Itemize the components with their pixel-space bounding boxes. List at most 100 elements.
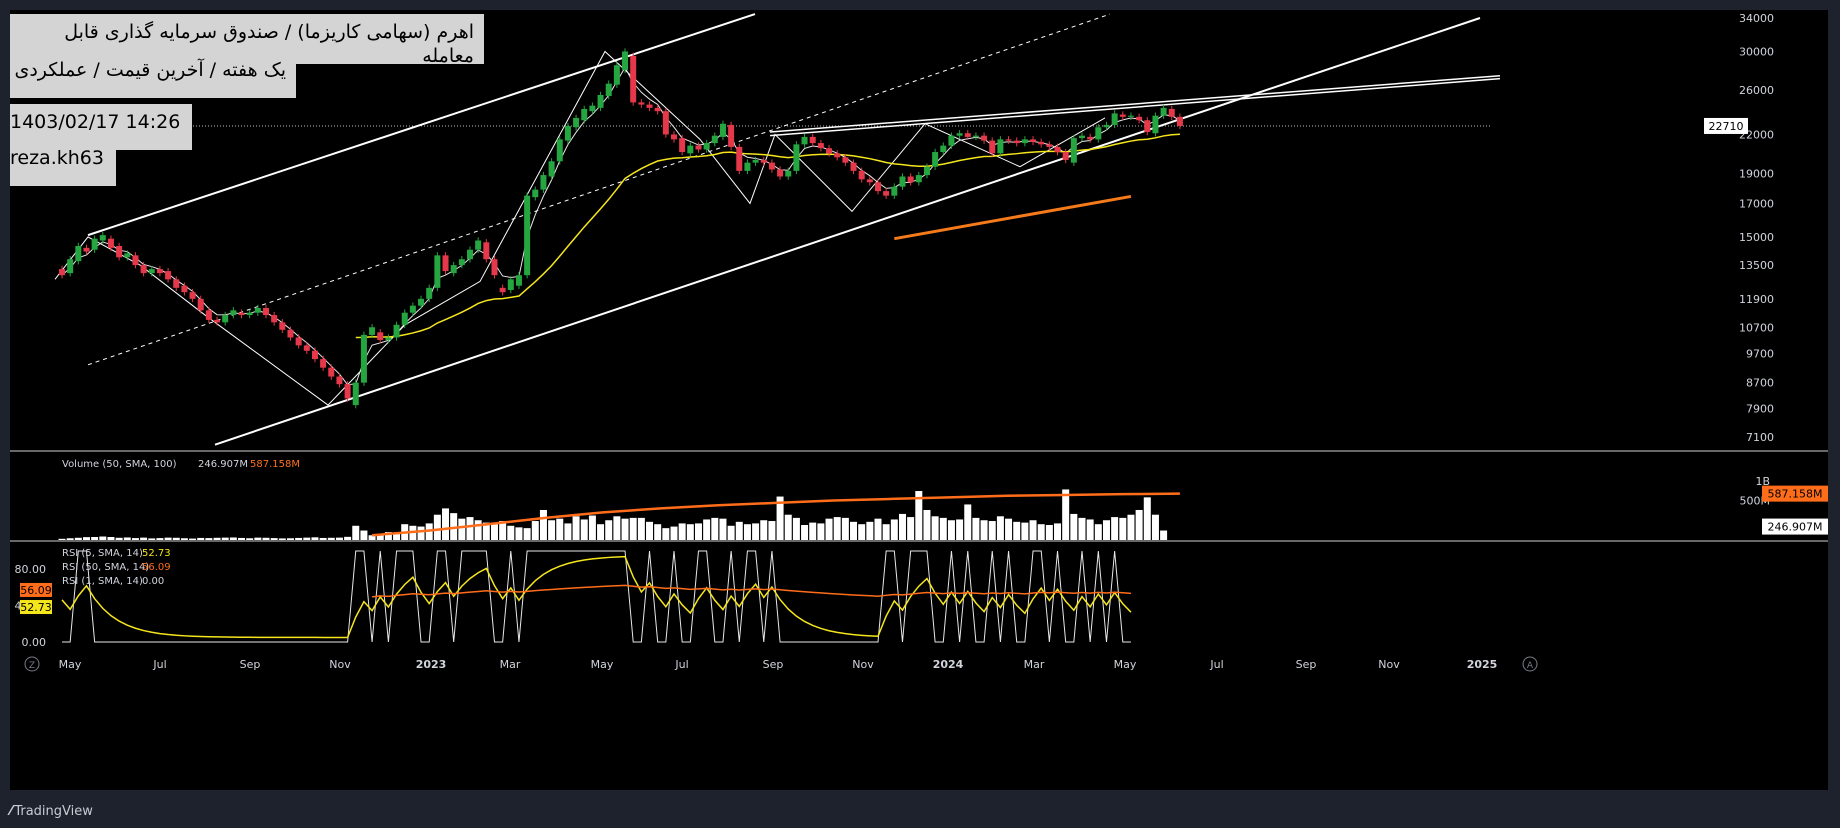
candle-body	[1087, 136, 1094, 140]
channel-lower-line	[214, 17, 1481, 446]
volume-bar	[82, 537, 90, 540]
candle-body	[956, 133, 963, 136]
volume-bar	[393, 532, 401, 540]
volume-bar	[972, 517, 980, 540]
candle-body	[932, 152, 939, 167]
volume-bar	[947, 520, 955, 540]
candle-body	[107, 238, 114, 248]
candle-body	[303, 345, 310, 351]
volume-bar	[303, 537, 311, 540]
price-tick-label: 11900	[1739, 293, 1774, 306]
time-tick-label: Jul	[1209, 658, 1223, 671]
candle-body	[964, 133, 971, 137]
candle-body	[336, 376, 343, 385]
candle-body	[736, 146, 743, 171]
volume-bar	[450, 513, 458, 540]
time-tick-label: May	[59, 658, 82, 671]
volume-bar	[621, 518, 629, 540]
volume-bar	[817, 523, 825, 540]
volume-bar	[197, 537, 205, 540]
candle-body	[687, 145, 694, 154]
candle-body	[238, 312, 245, 316]
candle-body	[328, 367, 335, 377]
volume-tick-1b: 1B	[1755, 475, 1770, 488]
time-tick-label: Nov	[1378, 658, 1400, 671]
candle-body	[246, 312, 253, 316]
volume-bar	[246, 538, 254, 540]
candle-body	[883, 191, 890, 196]
candle-body	[507, 279, 514, 290]
footer[interactable]: ⁄⁄ TradingView	[10, 800, 93, 822]
ema-100-line	[355, 133, 1180, 339]
candle-body	[279, 322, 286, 330]
candle-body	[418, 298, 425, 306]
zigzag-line	[54, 50, 1106, 406]
corner-a-ring	[1522, 656, 1538, 672]
candle-body	[458, 259, 465, 266]
volume-bar	[629, 517, 637, 540]
candle-body	[1079, 135, 1085, 139]
volume-sma-badge: 587.158M	[1762, 485, 1828, 502]
volume-bar	[1054, 523, 1062, 540]
volume-bar	[841, 517, 849, 540]
corner-z-button[interactable]: Z	[24, 656, 40, 672]
volume-bar	[1151, 514, 1159, 540]
volume-bar	[148, 538, 156, 540]
candle-body	[972, 135, 979, 137]
candle-body	[842, 157, 849, 163]
axes: 3400030000260002200019000170001500013500…	[15, 12, 1828, 672]
candle-body	[540, 175, 547, 190]
last-price-badge: 22710	[1704, 117, 1748, 134]
candle-body	[1021, 139, 1028, 144]
volume-bar	[980, 520, 988, 540]
volume-bar	[907, 517, 915, 540]
volume-bar	[140, 537, 148, 540]
candle-body	[442, 255, 449, 272]
rsi-legend-label: RSI (1, SMA, 14)	[62, 576, 143, 587]
candle-body	[548, 161, 555, 177]
volume-badge-bg	[1762, 518, 1828, 535]
time-tick-label: May	[591, 658, 614, 671]
candle-body	[165, 271, 172, 280]
candle-body	[409, 305, 416, 313]
volume-bar	[262, 537, 270, 540]
time-tick-label: 2025	[1467, 658, 1498, 671]
candle-body	[1144, 120, 1151, 133]
time-tick-label: 2023	[416, 658, 447, 671]
volume-bar	[931, 516, 939, 540]
rsi-50-badge: 56.09	[20, 582, 52, 597]
candle-body	[475, 240, 482, 250]
volume-bar	[213, 537, 221, 540]
volume-bar	[221, 537, 229, 540]
candle-body	[1111, 113, 1118, 125]
candle-body	[793, 144, 800, 171]
rsi-5-badge-bg	[20, 600, 52, 615]
price-tick-label: 15000	[1739, 231, 1774, 244]
corner-a-button[interactable]: A	[1522, 656, 1538, 672]
volume-bar	[825, 518, 833, 540]
candle-body	[491, 259, 498, 276]
candle-body	[230, 310, 237, 316]
candle-body	[858, 170, 865, 180]
volume-bar	[531, 521, 539, 540]
volume-bar	[588, 515, 596, 540]
candle-body	[630, 55, 637, 103]
volume-bar	[1111, 517, 1119, 540]
candle-body	[467, 249, 473, 260]
volume-legend-value-1: 246.907M	[198, 459, 248, 470]
candle-body	[564, 126, 571, 141]
candle-body	[1127, 115, 1134, 117]
candle-body	[1095, 127, 1102, 140]
volume-bar	[458, 518, 466, 540]
volume-legend-value-2: 587.158M	[250, 459, 300, 470]
price-tick-label: 34000	[1739, 12, 1774, 25]
candle-body	[940, 145, 947, 153]
chart-canvas[interactable]: 3400030000260002200019000170001500013500…	[10, 10, 1828, 790]
volume-bar	[319, 537, 327, 540]
volume-bar	[384, 532, 392, 540]
price-tick-label: 13500	[1739, 259, 1774, 272]
candle-body	[393, 324, 400, 338]
volume-bar	[344, 536, 352, 540]
candle-body	[426, 287, 433, 299]
candle-body	[981, 135, 988, 141]
